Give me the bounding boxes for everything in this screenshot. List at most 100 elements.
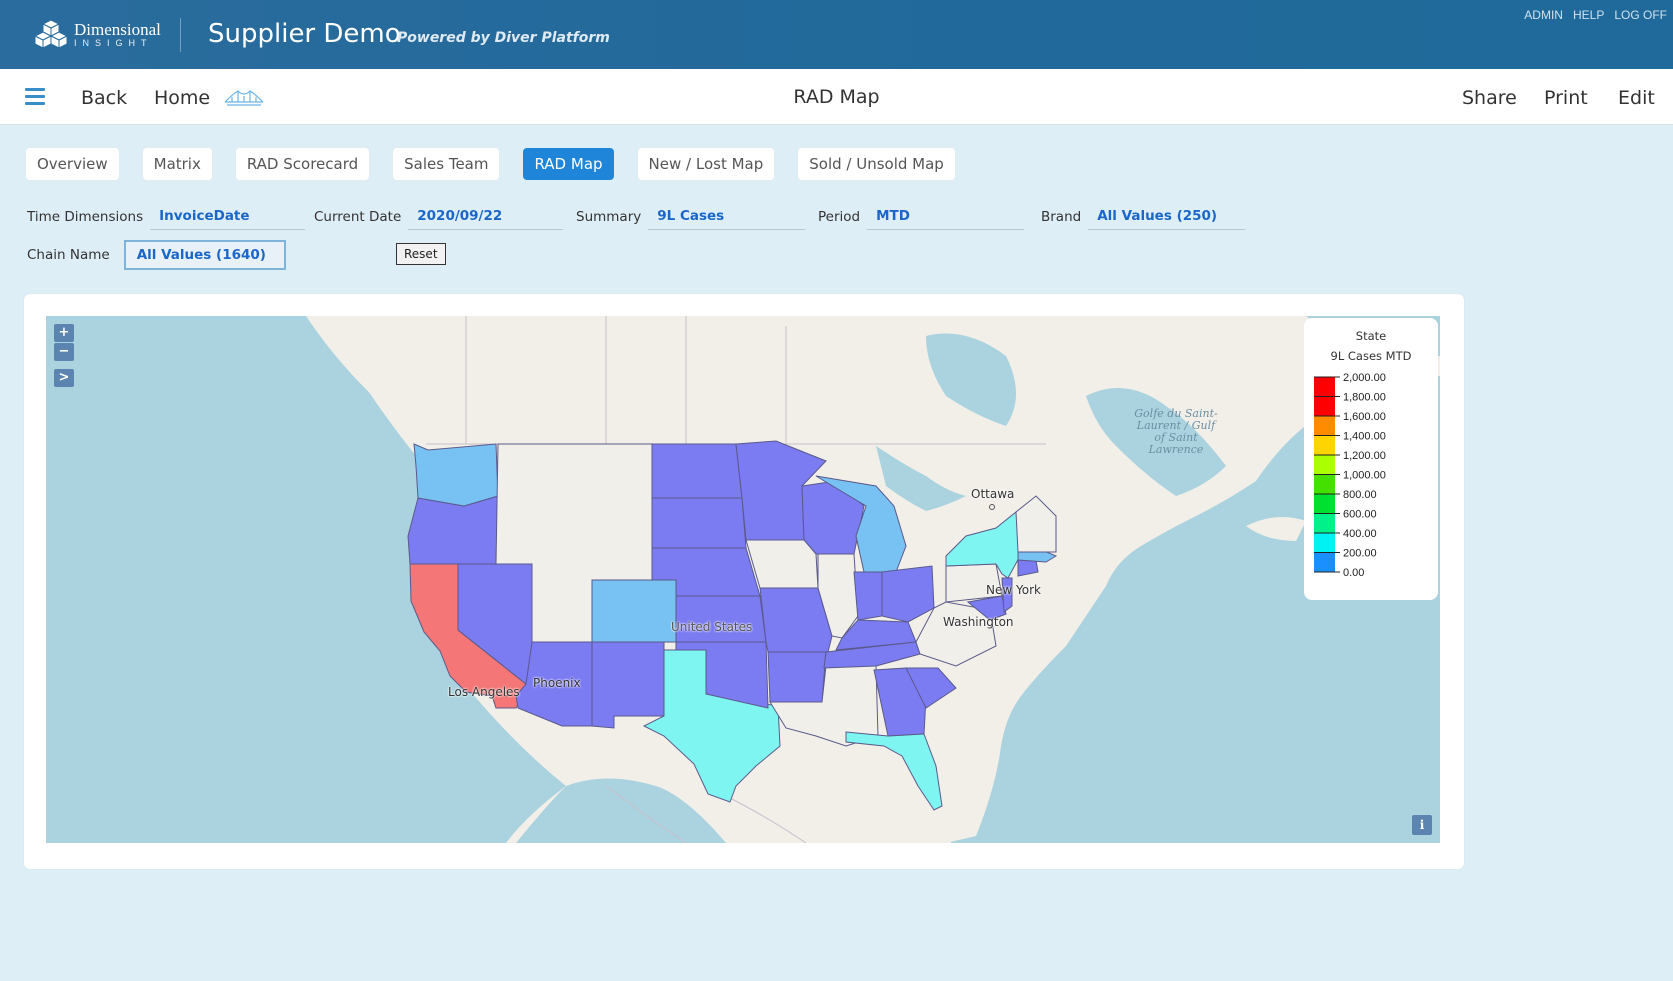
logo-line1: Dimensional [74, 19, 161, 39]
legend-tick-label: 200.00 [1343, 548, 1377, 560]
legend-tick-label: 1,600.00 [1343, 411, 1386, 423]
state-oregon [407, 495, 499, 565]
legend-swatch [1314, 455, 1335, 475]
tab-sold-unsold-map[interactable]: Sold / Unsold Map [798, 148, 955, 180]
city-markers [503, 504, 995, 697]
app-subtitle: Powered by Diver Platform [397, 30, 610, 46]
expand-panel-button[interactable]: > [54, 369, 74, 387]
zoom-out-button[interactable]: − [54, 343, 74, 361]
state-south-dakota [651, 497, 747, 549]
legend-tick-label: 0.00 [1343, 567, 1364, 579]
legend-title: State [1355, 329, 1387, 343]
filter-time-dimensions: Time Dimensions InvoiceDate [27, 208, 306, 230]
filter-label: Time Dimensions [27, 209, 144, 225]
legend-tick-label: 1,000.00 [1343, 470, 1386, 482]
city-label-phoenix: Phoenix [533, 676, 581, 690]
filter-label: Current Date [314, 209, 402, 225]
filter-brand: Brand All Values (250) [1041, 208, 1246, 230]
city-label-ottawa: Ottawa [971, 487, 1015, 501]
logoff-link[interactable]: LOG OFF [1614, 8, 1667, 22]
legend-tick-label: 800.00 [1343, 489, 1377, 501]
state-new-jersey [1001, 577, 1013, 613]
top-links: ADMIN HELP LOG OFF [1524, 8, 1667, 22]
legend-swatch [1314, 513, 1335, 533]
state-colorado [591, 579, 677, 643]
legend-swatch [1314, 494, 1335, 514]
legend-swatch [1314, 435, 1335, 455]
brand-select[interactable]: All Values (250) [1088, 208, 1246, 230]
legend-subtitle: 9L Cases MTD [1330, 349, 1412, 363]
filter-chain-name: Chain Name All Values (1640) [27, 240, 286, 270]
state-iowa [745, 539, 819, 589]
filter-period: Period MTD [818, 208, 1025, 230]
legend-swatch [1314, 416, 1335, 436]
country-label-united-states: United States [671, 620, 753, 634]
state-no-data-east [915, 601, 997, 667]
state-florida [845, 731, 943, 811]
print-button[interactable]: Print [1544, 87, 1588, 109]
home-button[interactable]: Home [154, 87, 211, 109]
city-label-washington: Washington [943, 615, 1014, 629]
legend-tick-label: 1,200.00 [1343, 450, 1386, 462]
map-canvas[interactable] [46, 316, 1440, 843]
map-card: Ottawa New York Washington Los Angeles P… [24, 294, 1464, 869]
bridge-icon[interactable] [224, 89, 264, 107]
dashboard-tabs: Overview Matrix RAD Scorecard Sales Team… [26, 148, 979, 180]
legend-swatch [1314, 533, 1335, 553]
tab-rad-scorecard[interactable]: RAD Scorecard [235, 148, 370, 180]
legend-tick-label: 2,000.00 [1343, 372, 1386, 384]
state-south-carolina [905, 667, 957, 709]
tab-matrix[interactable]: Matrix [142, 148, 212, 180]
period-select[interactable]: MTD [867, 208, 1025, 230]
water-label-gulf: Golfe du Saint-Laurent / Gulf of Saint L… [1134, 407, 1218, 456]
states-layer[interactable] [407, 440, 1058, 811]
tab-sales-team[interactable]: Sales Team [393, 148, 500, 180]
reset-button[interactable]: Reset [396, 243, 446, 265]
filter-current-date: Current Date 2020/09/22 [314, 208, 564, 230]
edit-button[interactable]: Edit [1618, 87, 1655, 109]
tab-new-lost-map[interactable]: New / Lost Map [637, 148, 775, 180]
share-button[interactable]: Share [1462, 87, 1517, 109]
legend-scale: 2,000.00 1,800.00 1,600.00 1,400.00 1,200.00… [1314, 372, 1386, 579]
logo-cubes-icon [34, 19, 68, 49]
state-map[interactable]: Ottawa New York Washington Los Angeles P… [46, 316, 1440, 843]
app-title: Supplier Demo [208, 19, 401, 49]
page-title: RAD Map [793, 86, 880, 108]
hamburger-menu-icon[interactable] [25, 88, 45, 106]
state-new-mexico [591, 641, 665, 729]
legend-tick-label: 600.00 [1343, 509, 1377, 521]
legend-tick-label: 400.00 [1343, 528, 1377, 540]
filter-summary: Summary 9L Cases [576, 208, 806, 230]
state-arkansas [767, 651, 827, 703]
header-divider [180, 18, 181, 52]
current-date-select[interactable]: 2020/09/22 [408, 208, 564, 230]
logo-line2: INSIGHT [74, 37, 153, 48]
toolbar: Back Home RAD Map Share Print Edit [0, 69, 1673, 125]
tab-overview[interactable]: Overview [26, 148, 119, 180]
info-icon[interactable]: i [1412, 815, 1432, 835]
legend-tick-label: 1,800.00 [1343, 392, 1386, 404]
state-no-data-northeast [1015, 495, 1057, 553]
legend-swatch [1314, 552, 1335, 572]
help-link[interactable]: HELP [1572, 8, 1605, 22]
tab-rad-map[interactable]: RAD Map [523, 148, 614, 180]
city-label-los-angeles: Los Angeles [448, 685, 520, 699]
app-header: Dimensional INSIGHT Supplier Demo Powere… [0, 0, 1673, 69]
map-legend: State 9L Cases MTD 2,000.00 1,800.00 1,600… [1304, 318, 1438, 600]
legend-tick-label: 1,400.00 [1343, 431, 1386, 443]
state-georgia [873, 667, 927, 737]
filter-label: Brand [1041, 209, 1082, 225]
time-dimensions-select[interactable]: InvoiceDate [150, 208, 306, 230]
admin-link[interactable]: ADMIN [1524, 8, 1563, 22]
filter-label: Summary [576, 209, 642, 225]
state-new-york [945, 511, 1021, 579]
legend-swatch [1314, 474, 1335, 494]
dimensional-insight-logo[interactable]: Dimensional INSIGHT [34, 18, 161, 50]
summary-select[interactable]: 9L Cases [648, 208, 806, 230]
chain-name-select[interactable]: All Values (1640) [123, 240, 286, 270]
filter-label: Chain Name [27, 247, 110, 263]
zoom-in-button[interactable]: + [54, 324, 74, 342]
filter-label: Period [818, 209, 861, 225]
legend-swatch [1314, 396, 1335, 416]
back-button[interactable]: Back [81, 87, 128, 109]
